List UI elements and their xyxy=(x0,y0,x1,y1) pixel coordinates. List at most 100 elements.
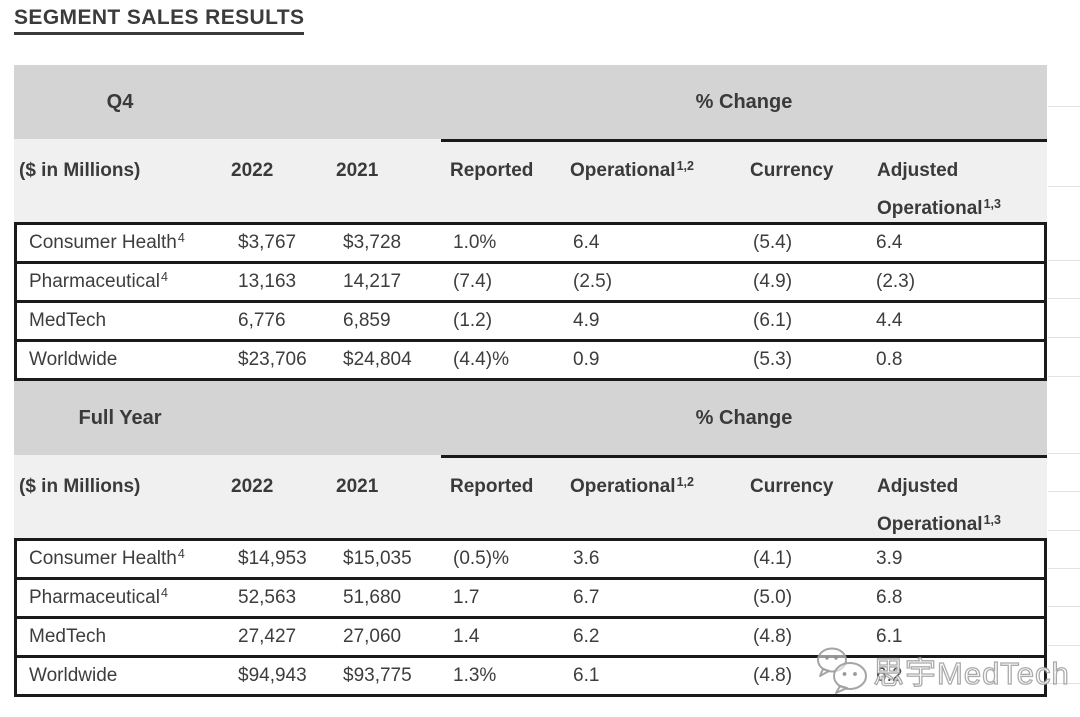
gutter-line xyxy=(1048,453,1080,454)
column-header-operational: Operational1,2 xyxy=(570,475,694,497)
reported-cell: (7.4) xyxy=(453,271,493,292)
footnote-marker: 1,2 xyxy=(676,159,694,173)
percent-change-label: % Change xyxy=(695,90,793,113)
full-year-sales-table: Full Year % Change ($ in Millions) 2022 … xyxy=(14,381,1047,697)
gutter-line xyxy=(1048,260,1080,261)
operational-cell: 3.6 xyxy=(573,548,600,569)
operational-cell: 6.1 xyxy=(573,665,600,686)
table-row: Consumer Health4 $14,953 $15,035 (0.5)% … xyxy=(14,538,1047,580)
footnote-marker: 1,2 xyxy=(676,475,694,489)
value-2021-cell: 51,680 xyxy=(343,587,402,608)
column-header-adjusted-operational: Adjusted Operational1,3 xyxy=(877,476,1001,535)
column-header-operational: Operational1,2 xyxy=(570,159,694,181)
value-2021-cell: $93,775 xyxy=(343,665,412,686)
reported-cell: 1.0% xyxy=(453,232,497,253)
segment-cell: Pharmaceutical4 xyxy=(29,586,168,608)
currency-cell: (4.1) xyxy=(753,548,793,569)
right-gutter xyxy=(1047,0,1080,717)
value-2021-cell: 6,859 xyxy=(343,310,391,331)
column-header-2022: 2022 xyxy=(231,476,274,497)
gutter-line xyxy=(1048,106,1080,107)
footnote-marker: 4 xyxy=(177,547,185,561)
operational-cell: 4.9 xyxy=(573,310,600,331)
gutter-line xyxy=(1048,337,1080,338)
value-2022-cell: 27,427 xyxy=(238,626,297,647)
table-row: Worldwide $23,706 $24,804 (4.4)% 0.9 (5.… xyxy=(14,339,1047,381)
value-2021-cell: 14,217 xyxy=(343,271,402,292)
column-header-adjusted-operational: Adjusted Operational1,3 xyxy=(877,160,1001,219)
column-header-2021: 2021 xyxy=(336,160,379,181)
adjusted-operational-cell: 0.8 xyxy=(876,349,903,370)
gutter-line xyxy=(1048,491,1080,492)
gutter-line xyxy=(1048,683,1080,684)
currency-cell: (4.8) xyxy=(753,665,793,686)
adjusted-operational-cell: 6.1 xyxy=(876,626,903,647)
footnote-marker: 1,3 xyxy=(983,513,1001,527)
reported-cell: 1.4 xyxy=(453,626,480,647)
gutter-line xyxy=(1048,186,1080,187)
value-2022-cell: $14,953 xyxy=(238,548,307,569)
table-row: MedTech 6,776 6,859 (1.2) 4.9 (6.1) 4.4 xyxy=(14,300,1047,342)
operational-cell: (2.5) xyxy=(573,271,613,292)
full-year-band: Full Year % Change xyxy=(14,381,1047,455)
currency-cell: (4.9) xyxy=(753,271,793,292)
reported-cell: 1.3% xyxy=(453,665,497,686)
column-header-2021: 2021 xyxy=(336,476,379,497)
table-row: Consumer Health4 $3,767 $3,728 1.0% 6.4 … xyxy=(14,222,1047,264)
adjusted-operational-cell: 6.8 xyxy=(876,587,903,608)
value-2022-cell: 6,776 xyxy=(238,310,286,331)
column-header-currency: Currency xyxy=(750,160,834,181)
value-2022-cell: 13,163 xyxy=(238,271,297,292)
segment-cell: Worldwide xyxy=(29,349,118,370)
value-2022-cell: $94,943 xyxy=(238,665,307,686)
value-2022-cell: 52,563 xyxy=(238,587,297,608)
segment-cell: Pharmaceutical4 xyxy=(29,270,168,292)
segment-cell: Consumer Health4 xyxy=(29,231,185,253)
currency-cell: (5.4) xyxy=(753,232,793,253)
table-row: MedTech 27,427 27,060 1.4 6.2 (4.8) 6.1 xyxy=(14,616,1047,658)
column-header-2022: 2022 xyxy=(231,160,274,181)
value-2022-cell: $23,706 xyxy=(238,349,307,370)
percent-change-label: % Change xyxy=(695,406,793,429)
gutter-line xyxy=(1048,376,1080,377)
adjusted-operational-cell: 6.2 xyxy=(876,665,903,686)
footnote-marker: 4 xyxy=(160,586,168,600)
footnote-marker: 1,3 xyxy=(983,197,1001,211)
table-row: Pharmaceutical4 52,563 51,680 1.7 6.7 (5… xyxy=(14,577,1047,619)
gutter-line xyxy=(1048,298,1080,299)
q4-band: Q4 % Change xyxy=(14,65,1047,139)
page-title: SEGMENT SALES RESULTS xyxy=(14,6,305,35)
value-2022-cell: $3,767 xyxy=(238,232,297,253)
currency-cell: (4.8) xyxy=(753,626,793,647)
table-row: Pharmaceutical4 13,163 14,217 (7.4) (2.5… xyxy=(14,261,1047,303)
value-2021-cell: $15,035 xyxy=(343,548,412,569)
currency-cell: (6.1) xyxy=(753,310,793,331)
footnote-marker: 4 xyxy=(160,270,168,284)
reported-cell: (4.4)% xyxy=(453,349,509,370)
value-2021-cell: $3,728 xyxy=(343,232,402,253)
segment-cell: Worldwide xyxy=(29,665,118,686)
segment-cell: MedTech xyxy=(29,626,107,647)
adjusted-operational-cell: (2.3) xyxy=(876,271,916,292)
segment-cell: MedTech xyxy=(29,310,107,331)
gutter-line xyxy=(1048,568,1080,569)
operational-cell: 6.2 xyxy=(573,626,600,647)
value-2021-cell: 27,060 xyxy=(343,626,402,647)
adjusted-operational-cell: 4.4 xyxy=(876,310,903,331)
q4-column-header-row: ($ in Millions) 2022 2021 Reported Opera… xyxy=(14,139,1047,222)
operational-cell: 0.9 xyxy=(573,349,600,370)
q4-sales-table: Q4 % Change ($ in Millions) 2022 2021 Re… xyxy=(14,65,1047,381)
column-header-reported: Reported xyxy=(450,160,534,181)
operational-cell: 6.7 xyxy=(573,587,600,608)
gutter-line xyxy=(1048,606,1080,607)
operational-cell: 6.4 xyxy=(573,232,600,253)
column-header-reported: Reported xyxy=(450,476,534,497)
gutter-line xyxy=(1048,645,1080,646)
column-header-units: ($ in Millions) xyxy=(19,160,141,181)
period-label-full-year: Full Year xyxy=(78,406,162,429)
currency-cell: (5.0) xyxy=(753,587,793,608)
table-row: Worldwide $94,943 $93,775 1.3% 6.1 (4.8)… xyxy=(14,655,1047,697)
segment-cell: Consumer Health4 xyxy=(29,547,185,569)
gutter-line xyxy=(1048,530,1080,531)
